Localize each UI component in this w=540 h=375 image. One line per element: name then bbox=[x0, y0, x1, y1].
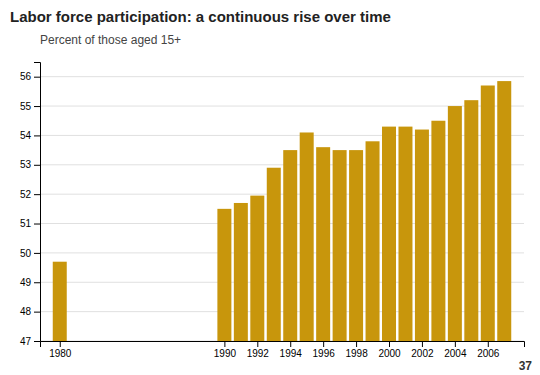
tick-label: 51 bbox=[20, 218, 32, 229]
bar bbox=[333, 150, 347, 341]
tick-label: 2000 bbox=[378, 348, 401, 359]
title: Labor force participation: a continuous … bbox=[10, 8, 391, 25]
tick-mark bbox=[60, 341, 61, 347]
bar bbox=[217, 209, 231, 341]
tick: 52 bbox=[20, 189, 40, 200]
tick-label: 2002 bbox=[411, 348, 434, 359]
tick-label: 1990 bbox=[214, 348, 237, 359]
tick: 2004 bbox=[444, 341, 467, 359]
tick-mark bbox=[34, 135, 40, 136]
tick-label: 54 bbox=[20, 130, 32, 141]
bar bbox=[398, 127, 412, 341]
bar bbox=[415, 130, 429, 341]
tick: 49 bbox=[20, 277, 40, 288]
tick-mark bbox=[290, 341, 291, 347]
tick: 2006 bbox=[477, 341, 500, 359]
tick-mark bbox=[224, 341, 225, 347]
tick-mark bbox=[34, 341, 40, 342]
axis-line bbox=[41, 342, 525, 348]
tick-label: 1998 bbox=[345, 348, 368, 359]
bar bbox=[481, 85, 495, 341]
grid-line bbox=[40, 76, 524, 77]
bar bbox=[316, 147, 330, 341]
bar bbox=[382, 127, 396, 341]
tick: 2000 bbox=[378, 341, 401, 359]
annotation: 37 bbox=[519, 359, 533, 373]
tick: 47 bbox=[20, 336, 40, 347]
tick: 50 bbox=[20, 248, 40, 259]
bar bbox=[300, 132, 314, 341]
tick-mark bbox=[34, 106, 40, 107]
tick: 2002 bbox=[411, 341, 434, 359]
chart: Labor force participation: a continuous … bbox=[0, 0, 540, 375]
tick-label: 2006 bbox=[477, 348, 500, 359]
tick-mark bbox=[34, 253, 40, 254]
tick-label: 1992 bbox=[247, 348, 270, 359]
tick-label: 49 bbox=[20, 277, 32, 288]
tick: 54 bbox=[20, 130, 40, 141]
tick: 1990 bbox=[214, 341, 237, 359]
tick-label: 1996 bbox=[313, 348, 336, 359]
tick-mark bbox=[356, 341, 357, 347]
bar bbox=[497, 81, 511, 341]
bars bbox=[53, 81, 511, 341]
tick-mark bbox=[389, 341, 390, 347]
bar bbox=[448, 106, 462, 341]
y-axis: 47 48 49 50 51 52 53 54 55 56 bbox=[20, 63, 41, 347]
axis-line bbox=[34, 63, 41, 342]
tick: 1998 bbox=[345, 341, 368, 359]
tick-label: 48 bbox=[20, 306, 32, 317]
tick: 1992 bbox=[247, 341, 270, 359]
bar bbox=[349, 150, 363, 341]
tick-mark bbox=[323, 341, 324, 347]
bar bbox=[431, 121, 445, 341]
tick-mark bbox=[488, 341, 489, 347]
tick-label: 55 bbox=[20, 101, 32, 112]
tick-mark bbox=[422, 341, 423, 347]
x-axis: 1980 1990 1992 1994 1996 1998 2000 2002 2004 2006 bbox=[41, 341, 525, 359]
tick-label: 53 bbox=[20, 159, 32, 170]
bar bbox=[53, 262, 67, 341]
tick: 48 bbox=[20, 306, 40, 317]
tick-mark bbox=[257, 341, 258, 347]
tick-mark bbox=[34, 312, 40, 313]
tick-mark bbox=[34, 194, 40, 195]
tick-mark bbox=[455, 341, 456, 347]
bar bbox=[283, 150, 297, 341]
tick-label: 47 bbox=[20, 336, 32, 347]
tick-label: 56 bbox=[20, 71, 32, 82]
tick-mark bbox=[34, 282, 40, 283]
subtitle: Percent of those aged 15+ bbox=[40, 33, 181, 47]
tick-label: 2004 bbox=[444, 348, 467, 359]
tick-label: 52 bbox=[20, 189, 32, 200]
plot: 1980 1990 1992 1994 1996 1998 2000 2002 2004 2006… bbox=[20, 63, 525, 375]
tick: 1996 bbox=[313, 341, 336, 359]
tick: 53 bbox=[20, 159, 40, 170]
tick-mark bbox=[34, 77, 40, 78]
bar bbox=[250, 196, 264, 341]
tick-mark bbox=[34, 165, 40, 166]
bar bbox=[267, 168, 281, 341]
tick-label: 1980 bbox=[49, 348, 72, 359]
tick: 55 bbox=[20, 101, 40, 112]
tick: 51 bbox=[20, 218, 40, 229]
tick: 56 bbox=[20, 71, 40, 82]
bar bbox=[234, 203, 248, 341]
tick-mark bbox=[34, 224, 40, 225]
bar bbox=[464, 100, 478, 341]
tick: 1994 bbox=[280, 341, 303, 359]
tick-label: 1994 bbox=[280, 348, 303, 359]
tick-label: 50 bbox=[20, 248, 32, 259]
tick: 1980 bbox=[49, 341, 72, 359]
bar bbox=[366, 141, 380, 341]
